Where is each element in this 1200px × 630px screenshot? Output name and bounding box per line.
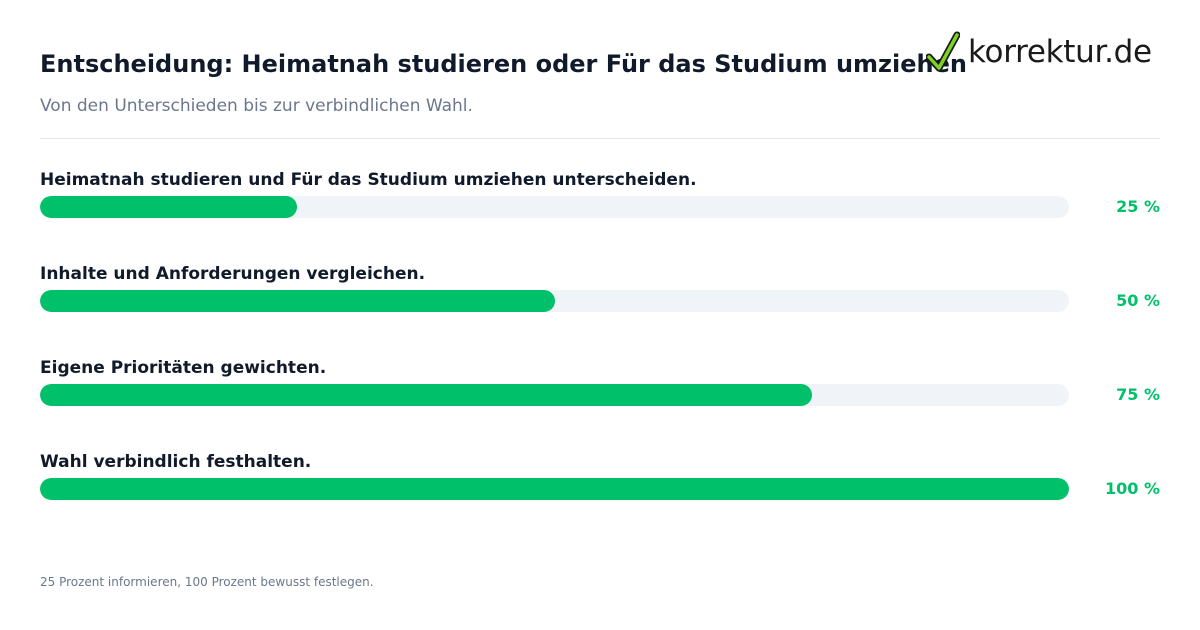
progress-fill [40,196,298,218]
brand-logo: korrektur.de [926,30,1152,74]
chart-subtitle: Von den Unterschieden bis zur verbindlic… [40,96,473,116]
percent-label: 50 % [1116,291,1160,310]
chart-title: Entscheidung: Heimatnah studieren oder F… [40,50,967,78]
checkmark-icon [926,31,960,72]
chart-footnote: 25 Prozent informieren, 100 Prozent bewu… [40,575,374,589]
progress-row: Wahl verbindlich festhalten. 100 % [40,452,1160,512]
progress-fill [40,290,555,312]
progress-row: Inhalte und Anforderungen vergleichen. 50… [40,264,1160,324]
brand-name: korrektur.de [968,34,1152,70]
progress-track [40,290,1069,312]
percent-label: 25 % [1116,197,1160,216]
progress-track [40,196,1069,218]
step-label: Inhalte und Anforderungen vergleichen. [40,264,426,284]
step-label: Heimatnah studieren und Für das Studium … [40,170,697,190]
progress-row: Heimatnah studieren und Für das Studium … [40,170,1160,230]
percent-label: 75 % [1116,385,1160,404]
step-label: Wahl verbindlich festhalten. [40,452,312,472]
header-divider [40,138,1160,139]
progress-fill [40,478,1069,500]
progress-track [40,478,1069,500]
progress-track [40,384,1069,406]
percent-label: 100 % [1105,479,1160,498]
step-label: Eigene Prioritäten gewichten. [40,358,327,378]
progress-row: Eigene Prioritäten gewichten. 75 % [40,358,1160,418]
progress-fill [40,384,812,406]
